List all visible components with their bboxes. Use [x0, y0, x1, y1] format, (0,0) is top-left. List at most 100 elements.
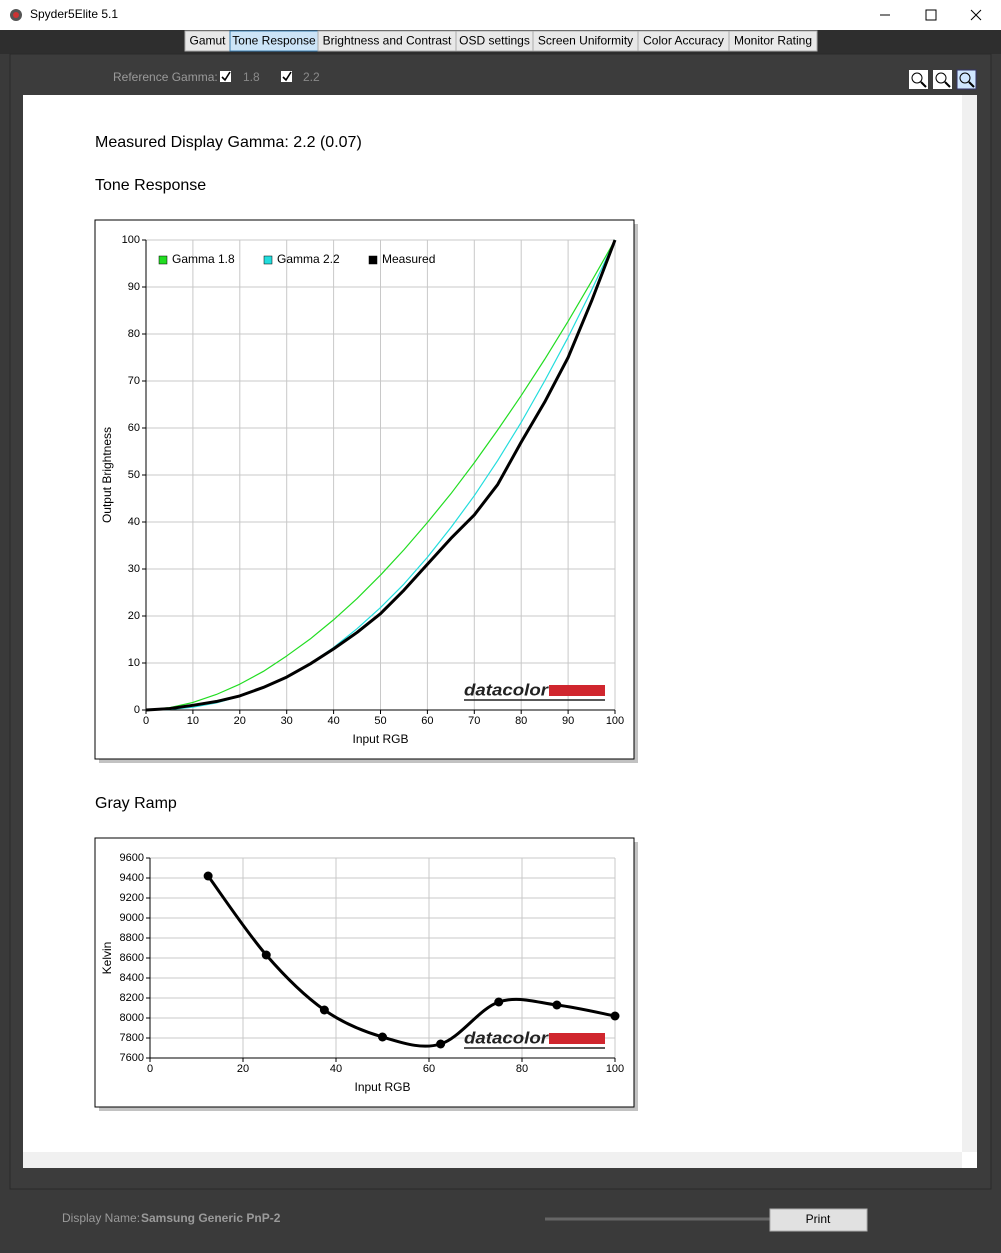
data-line — [145, 239, 616, 711]
y-tick-label: 7600 — [120, 1052, 144, 1064]
x-tick-label: 80 — [515, 715, 527, 727]
chart-frame — [94, 219, 635, 760]
tab-label: Tone Response — [232, 34, 316, 48]
display-name-label: Display Name: — [62, 1211, 140, 1225]
watermark: datacolor — [464, 1028, 550, 1047]
data-point — [552, 1000, 562, 1010]
vertical-scrollbar[interactable] — [962, 95, 977, 1152]
print-button-label: Print — [806, 1212, 831, 1226]
data-point — [436, 1039, 446, 1049]
data-point — [319, 1005, 329, 1015]
legend-label: Gamma 2.2 — [277, 252, 340, 266]
y-tick-label: 40 — [128, 516, 140, 528]
legend-swatch — [263, 255, 273, 265]
measured-gamma: Measured Display Gamma: 2.2 (0.07) — [95, 134, 362, 151]
x-tick-label: 80 — [516, 1063, 528, 1075]
zoom-icon — [944, 81, 951, 88]
checkmark — [221, 71, 231, 82]
y-tick-label: 8000 — [120, 1012, 144, 1024]
x-axis-label: Input RGB — [352, 732, 408, 746]
title-bar — [0, 0, 1001, 30]
y-tick-label: 8400 — [120, 972, 144, 984]
y-tick-label: 9200 — [120, 892, 144, 904]
x-tick-label: 40 — [330, 1063, 342, 1075]
legend-label: Gamma 1.8 — [172, 252, 235, 266]
reference-gamma-label: Reference Gamma: — [113, 70, 218, 84]
data-point — [203, 871, 213, 881]
x-tick-label: 100 — [606, 1063, 624, 1075]
x-tick-label: 30 — [281, 715, 293, 727]
chart-frame — [94, 837, 635, 1108]
checkbox[interactable] — [220, 71, 231, 82]
watermark-bar — [549, 1033, 605, 1044]
y-axis-label: Kelvin — [100, 942, 114, 975]
y-tick-label: 90 — [128, 281, 140, 293]
y-tick-label: 9400 — [120, 872, 144, 884]
y-axis-label: Output Brightness — [100, 427, 114, 523]
maximize-button[interactable] — [925, 9, 937, 21]
legend-swatch — [158, 255, 168, 265]
y-tick-label: 7800 — [120, 1032, 144, 1044]
tab-label: OSD settings — [459, 34, 530, 48]
print-button[interactable] — [769, 1208, 868, 1232]
x-tick-label: 60 — [421, 715, 433, 727]
y-tick-label: 10 — [128, 657, 140, 669]
x-tick-label: 20 — [237, 1063, 249, 1075]
checkmark — [282, 71, 292, 82]
x-tick-label: 100 — [606, 715, 624, 727]
y-tick-label: 9600 — [120, 852, 144, 864]
close-button[interactable] — [970, 9, 982, 21]
y-tick-label: 8800 — [120, 932, 144, 944]
section-title: Tone Response — [95, 177, 206, 194]
zoom-icon — [968, 81, 975, 88]
legend-label: Measured — [382, 252, 435, 266]
x-tick-label: 90 — [562, 715, 574, 727]
x-tick-label: 20 — [234, 715, 246, 727]
app-icon-dot — [13, 12, 19, 18]
tab-label: Screen Uniformity — [538, 34, 633, 48]
zoom-icon — [911, 72, 923, 84]
zoom-tools — [909, 69, 977, 90]
zoom-icon — [920, 81, 927, 88]
x-tick-label: 0 — [147, 1063, 153, 1075]
horizontal-scrollbar[interactable] — [23, 1152, 962, 1168]
y-tick-label: 50 — [128, 469, 140, 481]
y-tick-label: 9000 — [120, 912, 144, 924]
data-point — [610, 1011, 620, 1021]
x-tick-label: 10 — [187, 715, 199, 727]
zoom-icon — [959, 72, 971, 84]
y-tick-label: 100 — [122, 234, 140, 246]
x-tick-label: 50 — [374, 715, 386, 727]
x-tick-label: 60 — [423, 1063, 435, 1075]
legend-swatch — [368, 255, 378, 265]
y-tick-label: 0 — [134, 704, 140, 716]
y-tick-label: 8200 — [120, 992, 144, 1004]
tab-label: Brightness and Contrast — [323, 34, 452, 48]
section-title: Gray Ramp — [95, 795, 177, 812]
y-tick-label: 8600 — [120, 952, 144, 964]
y-tick-label: 30 — [128, 563, 140, 575]
x-tick-label: 0 — [143, 715, 149, 727]
x-tick-label: 70 — [468, 715, 480, 727]
gamma-option: 2.2 — [303, 70, 320, 84]
y-tick-label: 60 — [128, 422, 140, 434]
window-title: Spyder5Elite 5.1 — [30, 7, 118, 21]
tab[interactable] — [728, 30, 818, 52]
gamma-option: 1.8 — [243, 70, 260, 84]
x-axis-label: Input RGB — [354, 1080, 410, 1094]
tab-label: Gamut — [189, 34, 226, 48]
y-tick-label: 70 — [128, 375, 140, 387]
data-point — [261, 950, 271, 960]
checkbox[interactable] — [281, 71, 292, 82]
data-point — [378, 1032, 387, 1042]
watermark-bar — [549, 685, 605, 696]
zoom-icon — [935, 72, 947, 84]
tab-label: Color Accuracy — [643, 34, 724, 48]
x-tick-label: 40 — [327, 715, 339, 727]
tab-label: Monitor Rating — [734, 34, 812, 48]
data-point — [494, 997, 504, 1007]
watermark: datacolor — [464, 680, 550, 699]
data-line — [145, 239, 617, 712]
